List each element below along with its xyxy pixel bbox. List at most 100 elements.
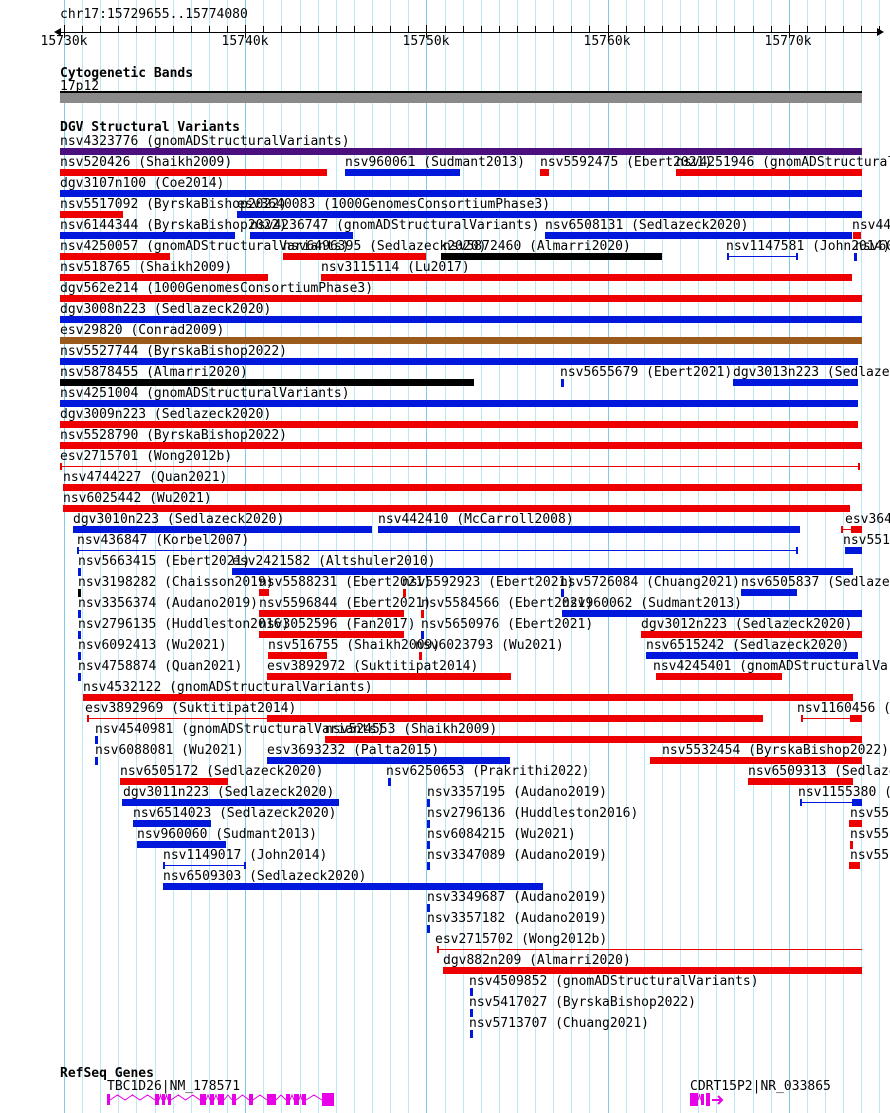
variant-point[interactable] bbox=[78, 652, 81, 660]
variant-label[interactable]: nsv5592923 (Ebert2021) bbox=[402, 575, 575, 590]
variant-label[interactable]: nsv4424 bbox=[852, 218, 890, 233]
variant-bar[interactable] bbox=[259, 631, 404, 638]
variant-label[interactable]: nsv6025442 (Wu2021) bbox=[63, 491, 212, 506]
variant-bar[interactable] bbox=[850, 715, 862, 722]
variant-label[interactable]: nsv3115114 (Lu2017) bbox=[321, 260, 470, 275]
variant-label[interactable]: nsv4250057 (gnomADStructuralVariants) bbox=[60, 239, 350, 254]
variant-bar[interactable] bbox=[60, 379, 474, 386]
variant-label[interactable]: nsv960061 (Sudmant2013) bbox=[345, 155, 526, 170]
variant-label[interactable]: nsv4758874 (Quan2021) bbox=[78, 659, 243, 674]
variant-bar[interactable] bbox=[237, 211, 862, 218]
variant-label[interactable]: nsv5587 bbox=[850, 827, 890, 842]
variant-label[interactable]: nsv1149017 (John2014) bbox=[163, 848, 328, 863]
variant-bar[interactable] bbox=[83, 694, 853, 701]
variant-label[interactable]: nsv442410 (McCarroll2008) bbox=[378, 512, 574, 527]
variant-label[interactable]: nsv5872460 (Almarri2020) bbox=[443, 239, 631, 254]
variant-point[interactable] bbox=[427, 925, 430, 933]
variant-bar[interactable] bbox=[852, 799, 862, 806]
variant-bar[interactable] bbox=[849, 862, 860, 869]
variant-label[interactable]: dgv562e214 (1000GenomesConsortiumPhase3) bbox=[60, 281, 374, 296]
variant-bar[interactable] bbox=[60, 190, 862, 197]
variant-point[interactable] bbox=[850, 841, 853, 849]
variant-label[interactable]: nsv3052596 (Fan2017) bbox=[259, 617, 416, 632]
gene-glyph[interactable] bbox=[690, 1093, 740, 1107]
variant-label[interactable]: dgv3011n223 (Sedlazeck2020) bbox=[123, 785, 335, 800]
variant-bar[interactable] bbox=[267, 757, 510, 764]
variant-point[interactable] bbox=[419, 652, 422, 660]
variant-span[interactable] bbox=[437, 946, 862, 953]
variant-label[interactable]: nsv3347089 (Audano2019) bbox=[427, 848, 608, 863]
variant-point[interactable] bbox=[388, 778, 391, 786]
variant-label[interactable]: nsv5532454 (ByrskaBishop2022) bbox=[662, 743, 889, 758]
variant-label[interactable]: nsv5726084 (Chuang2021) bbox=[560, 575, 741, 590]
variant-label[interactable]: nsv6088081 (Wu2021) bbox=[95, 743, 244, 758]
variant-label[interactable]: nsv1155380 (Lou2 bbox=[798, 785, 890, 800]
variant-bar[interactable] bbox=[283, 253, 426, 260]
variant-label[interactable]: nsv6509303 (Sedlazeck2020) bbox=[163, 869, 367, 884]
variant-span[interactable] bbox=[800, 799, 852, 806]
variant-label[interactable]: dgv3008n223 (Sedlazeck2020) bbox=[60, 302, 272, 317]
variant-label[interactable]: nsv5650976 (Ebert2021) bbox=[421, 617, 594, 632]
variant-bar[interactable] bbox=[676, 169, 862, 176]
variant-bar[interactable] bbox=[321, 274, 852, 281]
variant-label[interactable]: dgv3009n223 (Sedlazeck2020) bbox=[60, 407, 272, 422]
variant-label[interactable]: nsv5588 bbox=[850, 806, 890, 821]
variant-bar[interactable] bbox=[325, 736, 862, 743]
variant-point[interactable] bbox=[561, 379, 564, 387]
variant-label[interactable]: nsv5517092 (ByrskaBishop2022) bbox=[60, 197, 287, 212]
variant-bar[interactable] bbox=[267, 715, 763, 722]
variant-label[interactable]: nsv3357195 (Audano2019) bbox=[427, 785, 608, 800]
gene-name-label[interactable]: CDRT15P2|NR_033865 bbox=[690, 1079, 831, 1094]
variant-point[interactable] bbox=[421, 631, 424, 639]
variant-bar[interactable] bbox=[63, 484, 862, 491]
variant-label[interactable]: dgv3013n223 (Sedlazeck2020 bbox=[733, 365, 890, 380]
variant-label[interactable]: nsv609 bbox=[855, 239, 890, 254]
variant-point[interactable] bbox=[427, 841, 430, 849]
variant-label[interactable]: nsv5596 bbox=[850, 848, 890, 863]
variant-point[interactable] bbox=[78, 610, 81, 618]
variant-label[interactable]: nsv5527744 (ByrskaBishop2022) bbox=[60, 344, 287, 359]
variant-point[interactable] bbox=[78, 568, 81, 576]
variant-label[interactable]: nsv6144344 (ByrskaBishop2022) bbox=[60, 218, 287, 233]
variant-label[interactable]: nsv436847 (Korbel2007) bbox=[77, 533, 250, 548]
variant-bar[interactable] bbox=[443, 967, 862, 974]
variant-label[interactable]: esv2421582 (Altshuler2010) bbox=[232, 554, 436, 569]
variant-bar[interactable] bbox=[60, 316, 862, 323]
variant-label[interactable]: nsv5528790 (ByrskaBishop2022) bbox=[60, 428, 287, 443]
variant-bar[interactable] bbox=[259, 589, 269, 596]
variant-point[interactable] bbox=[403, 589, 406, 597]
variant-bar[interactable] bbox=[268, 652, 327, 659]
variant-bar[interactable] bbox=[122, 799, 339, 806]
variant-label[interactable]: nsv5592475 (Ebert2021) bbox=[540, 155, 713, 170]
variant-span[interactable] bbox=[841, 526, 851, 533]
variant-bar[interactable] bbox=[650, 757, 862, 764]
variant-label[interactable]: esv3892969 (Suktitipat2014) bbox=[85, 701, 297, 716]
variant-label[interactable]: nsv6250653 (Prakrithi2022) bbox=[386, 764, 590, 779]
variant-bar[interactable] bbox=[60, 358, 858, 365]
variant-bar[interactable] bbox=[845, 547, 862, 554]
variant-span[interactable] bbox=[801, 715, 850, 722]
variant-bar[interactable] bbox=[441, 253, 662, 260]
variant-bar[interactable] bbox=[748, 778, 853, 785]
variant-label[interactable]: dgv882n209 (Almarri2020) bbox=[443, 953, 631, 968]
variant-label[interactable]: nsv5588231 (Ebert2021) bbox=[259, 575, 432, 590]
variant-bar[interactable] bbox=[656, 673, 782, 680]
variant-bar[interactable] bbox=[641, 631, 862, 638]
variant-span[interactable] bbox=[60, 463, 860, 470]
variant-bar[interactable] bbox=[60, 337, 862, 344]
variant-span[interactable] bbox=[87, 715, 267, 722]
variant-bar[interactable] bbox=[378, 526, 800, 533]
variant-label[interactable]: nsv6084215 (Wu2021) bbox=[427, 827, 576, 842]
variant-bar[interactable] bbox=[259, 610, 404, 617]
variant-label[interactable]: dgv3012n223 (Sedlazeck2020) bbox=[641, 617, 853, 632]
variant-label[interactable]: nsv4251004 (gnomADStructuralVariants) bbox=[60, 386, 350, 401]
variant-bar[interactable] bbox=[545, 232, 852, 239]
gene-name-label[interactable]: TBC1D26|NM_178571 bbox=[107, 1079, 241, 1094]
variant-point[interactable] bbox=[427, 820, 430, 828]
variant-label[interactable]: nsv4540981 (gnomADStructuralVariants) bbox=[95, 722, 385, 737]
variant-label[interactable]: nsv4744227 (Quan2021) bbox=[63, 470, 228, 485]
variant-label[interactable]: nsv520426 (Shaikh2009) bbox=[60, 155, 233, 170]
variant-label[interactable]: nsv518765 (Shaikh2009) bbox=[60, 260, 233, 275]
variant-label[interactable]: nsv960060 (Sudmant2013) bbox=[137, 827, 318, 842]
variant-bar[interactable] bbox=[60, 232, 235, 239]
